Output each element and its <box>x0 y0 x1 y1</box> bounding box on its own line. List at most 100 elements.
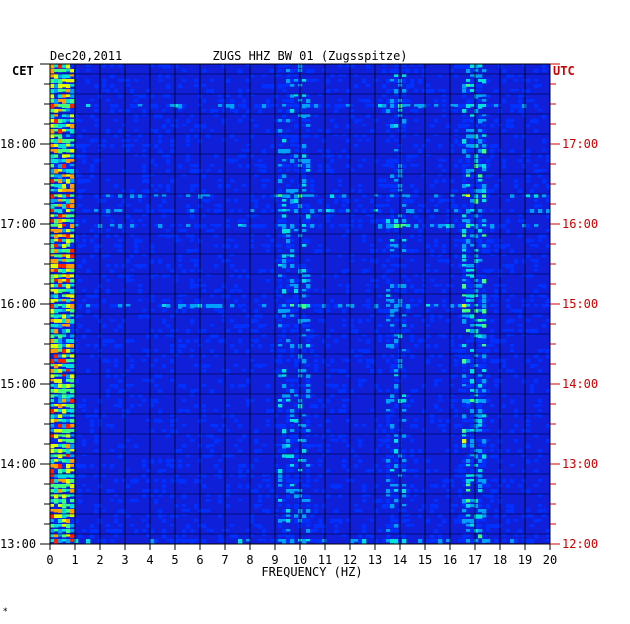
spectrogram-cell <box>86 329 91 333</box>
spectrogram-cell <box>106 194 111 198</box>
spectrogram-cell <box>518 529 523 533</box>
spectrogram-cell <box>390 104 395 108</box>
spectrogram-cell <box>218 94 223 98</box>
spectrogram-cell <box>66 204 71 208</box>
spectrogram-cell <box>290 354 295 358</box>
spectrogram-cell <box>386 504 391 509</box>
spectrogram-cell <box>258 344 263 349</box>
spectrogram-cell <box>454 129 459 133</box>
spectrogram-cell <box>326 344 331 348</box>
spectrogram-cell <box>70 324 75 329</box>
spectrogram-cell <box>422 89 427 92</box>
spectrogram-cell <box>254 299 259 303</box>
spectrogram-cell <box>62 409 67 414</box>
spectrogram-cell <box>486 94 491 98</box>
spectrogram-cell <box>330 359 335 363</box>
spectrogram-cell <box>474 284 479 288</box>
spectrogram-cell <box>246 149 251 152</box>
spectrogram-cell <box>318 244 323 248</box>
spectrogram-cell <box>146 379 151 382</box>
spectrogram-cell <box>66 339 71 343</box>
spectrogram-cell <box>402 494 407 498</box>
spectrogram-cell <box>526 159 531 163</box>
spectrogram-cell <box>442 259 447 263</box>
spectrogram-cell <box>462 359 467 364</box>
spectrogram-cell <box>350 259 355 263</box>
spectrogram-cell <box>70 514 75 518</box>
spectrogram-cell <box>522 514 527 519</box>
spectrogram-cell <box>542 234 547 238</box>
spectrogram-cell <box>226 104 231 108</box>
spectrogram-cell <box>326 364 331 367</box>
spectrogram-cell <box>234 284 239 288</box>
spectrogram-cell <box>118 444 123 449</box>
spectrogram-cell <box>370 104 375 107</box>
spectrogram-cell <box>266 399 271 402</box>
spectrogram-cell <box>50 74 55 78</box>
spectrogram-cell <box>290 104 295 108</box>
spectrogram-cell <box>330 209 335 213</box>
spectrogram-cell <box>342 74 347 77</box>
spectrogram-cell <box>294 379 299 382</box>
spectrogram-cell <box>306 389 311 393</box>
spectrogram-cell <box>306 209 311 213</box>
spectrogram-cell <box>354 144 359 148</box>
spectrogram-cell <box>62 94 67 98</box>
spectrogram-cell <box>50 209 55 212</box>
spectrogram-cell <box>170 269 175 273</box>
spectrogram-cell <box>70 374 75 379</box>
spectrogram-cell <box>66 249 71 253</box>
spectrogram-cell <box>186 329 191 334</box>
spectrogram-cell <box>442 89 447 92</box>
spectrogram-cell <box>106 529 111 532</box>
spectrogram-cell <box>462 269 467 274</box>
spectrogram-cell <box>294 434 299 439</box>
spectrogram-cell <box>54 379 59 383</box>
spectrogram-cell <box>226 329 231 333</box>
spectrogram-cell <box>274 494 279 499</box>
spectrogram-cell <box>294 479 299 484</box>
spectrogram-cell <box>286 194 291 199</box>
spectrogram-cell <box>74 174 79 177</box>
spectrogram-cell <box>286 494 291 499</box>
spectrogram-cell <box>238 154 243 159</box>
spectrogram-cell <box>118 249 123 253</box>
spectrogram-cell <box>66 334 71 338</box>
spectrogram-cell <box>382 204 387 207</box>
spectrogram-cell <box>218 469 223 474</box>
spectrogram-cell <box>154 479 159 483</box>
spectrogram-cell <box>78 434 83 437</box>
spectrogram-cell <box>182 539 187 543</box>
spectrogram-cell <box>294 449 299 454</box>
spectrogram-cell <box>478 409 483 414</box>
spectrogram-cell <box>394 69 399 74</box>
spectrogram-cell <box>86 309 91 314</box>
spectrogram-cell <box>186 144 191 147</box>
spectrogram-cell <box>122 479 127 483</box>
spectrogram-cell <box>518 234 523 238</box>
spectrogram-cell <box>542 284 547 289</box>
spectrogram-cell <box>50 454 55 458</box>
spectrogram-cell <box>490 334 495 339</box>
spectrogram-cell <box>366 469 371 473</box>
spectrogram-cell <box>294 314 299 317</box>
spectrogram-cell <box>154 399 159 404</box>
spectrogram-cell <box>394 89 399 94</box>
spectrogram-cell <box>370 249 375 254</box>
spectrogram-cell <box>286 454 291 459</box>
spectrogram-cell <box>362 99 367 103</box>
spectrogram-cell <box>486 249 491 254</box>
spectrogram-cell <box>534 204 539 209</box>
spectrogram-cell <box>350 109 355 113</box>
y-tick-label-left: 15:00 <box>0 377 36 391</box>
spectrogram-cell <box>62 214 67 218</box>
spectrogram-cell <box>58 309 63 312</box>
spectrogram-cell <box>390 69 395 74</box>
spectrogram-cell <box>134 99 139 103</box>
spectrogram-cell <box>50 524 55 528</box>
spectrogram-cell <box>402 104 407 107</box>
spectrogram-cell <box>294 194 299 199</box>
spectrogram-cell <box>62 349 67 354</box>
spectrogram-cell <box>94 509 99 514</box>
spectrogram-cell <box>70 194 75 197</box>
